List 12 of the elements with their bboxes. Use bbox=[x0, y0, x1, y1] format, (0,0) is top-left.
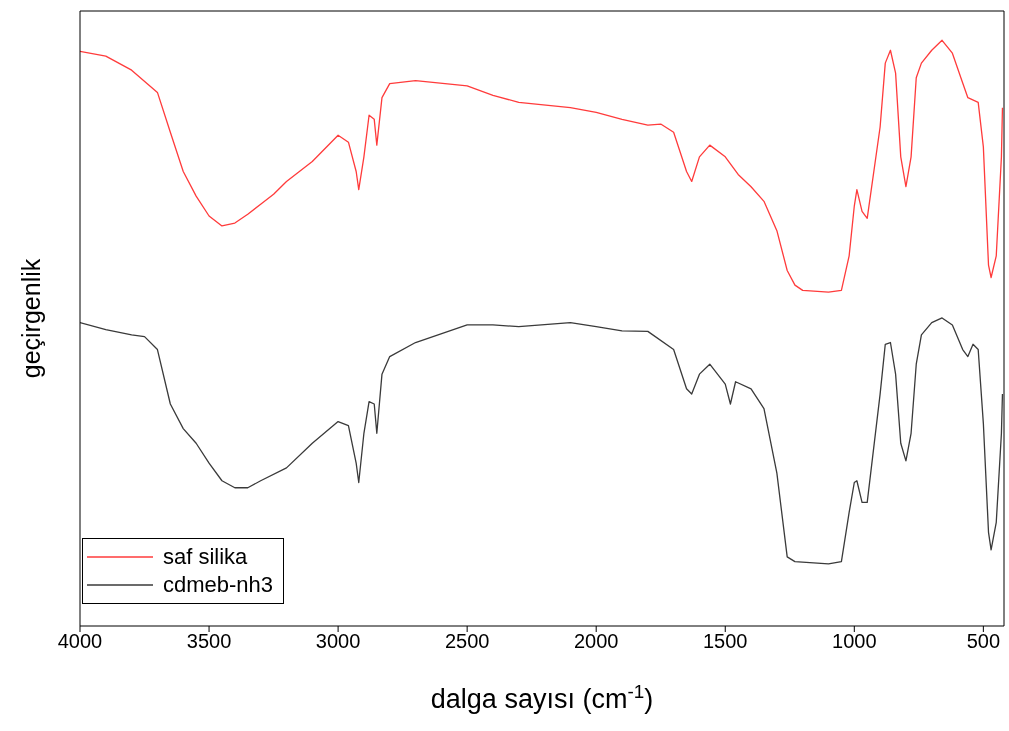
x-axis-title: dalga sayısı (cm$^{-1}$) bbox=[430, 680, 654, 714]
x-tick-label: 2000 bbox=[573, 630, 619, 653]
x-tick-label: 1500 bbox=[703, 630, 748, 653]
x-tick-label: 2500 bbox=[444, 630, 490, 653]
x-tick-label: 3500 bbox=[186, 630, 232, 653]
x-tick-label: 500 bbox=[966, 630, 1001, 653]
x-tick-label: 4000 bbox=[57, 630, 103, 653]
x-tick-label: 3000 bbox=[315, 630, 361, 653]
y-axis-title: geçirgenlik bbox=[17, 258, 45, 379]
x-tick-label: 1000 bbox=[832, 630, 877, 653]
legend-label: cdmeb-nh3 bbox=[163, 571, 274, 599]
legend-label: saf silika bbox=[163, 543, 248, 571]
